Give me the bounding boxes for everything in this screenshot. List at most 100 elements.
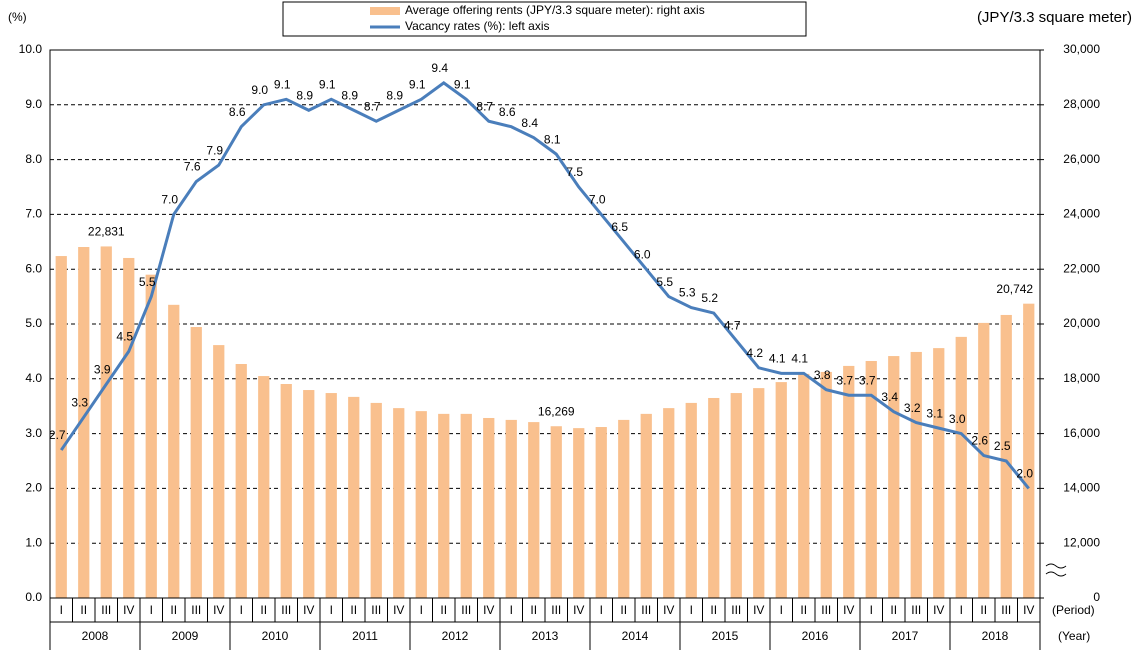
x-tick-label: II — [800, 603, 807, 617]
x-tick-label: I — [510, 603, 513, 617]
x-tick-label: II — [350, 603, 357, 617]
line-value-label: 2.5 — [994, 439, 1011, 453]
x-tick-label: I — [600, 603, 603, 617]
x-tick-label: IV — [933, 603, 944, 617]
bar — [550, 426, 562, 598]
x-tick-label: III — [191, 603, 201, 617]
bar — [145, 274, 157, 598]
x-tick-label: III — [1001, 603, 1011, 617]
y-tick-label: 0.0 — [25, 590, 42, 604]
legend-swatch — [370, 7, 400, 15]
y-tick-label: 1.0 — [25, 535, 42, 549]
line-value-label: 9.4 — [431, 61, 448, 75]
y2-tick-label: 26,000 — [1063, 152, 1100, 166]
line-value-label: 4.1 — [791, 351, 808, 365]
line-value-label: 5.5 — [139, 275, 156, 289]
line-value-label: 2.6 — [971, 434, 988, 448]
line-value-label: 8.4 — [521, 116, 538, 130]
x-tick-label: IV — [663, 603, 674, 617]
x-tick-label: II — [530, 603, 537, 617]
y2-tick-label: 14,000 — [1063, 481, 1100, 495]
year-label: 2009 — [172, 629, 199, 643]
bar — [100, 246, 112, 598]
x-tick-label: I — [780, 603, 783, 617]
y2-tick-label: 24,000 — [1063, 207, 1100, 221]
line-value-label: 9.0 — [251, 83, 268, 97]
year-label: 2014 — [622, 629, 649, 643]
line-value-label: 4.1 — [769, 351, 786, 365]
x-tick-label: III — [281, 603, 291, 617]
bar — [348, 396, 360, 598]
line-value-label: 8.6 — [229, 105, 246, 119]
year-label: 2016 — [802, 629, 829, 643]
y2-tick-label: 20,000 — [1063, 316, 1100, 330]
line-value-label: 9.1 — [409, 77, 426, 91]
line-value-label: 3.7 — [836, 373, 853, 387]
bar — [505, 419, 517, 598]
x-tick-label: II — [620, 603, 627, 617]
bar — [798, 373, 810, 598]
bar — [573, 428, 585, 598]
x-tick-label: I — [690, 603, 693, 617]
x-tick-label: III — [641, 603, 651, 617]
bar — [933, 348, 945, 598]
x-tick-label: II — [980, 603, 987, 617]
x-tick-label: IV — [123, 603, 134, 617]
bar — [595, 427, 607, 598]
bar — [910, 351, 922, 598]
line-value-label: 5.2 — [701, 291, 718, 305]
bar — [460, 413, 472, 598]
x-tick-label: I — [420, 603, 423, 617]
y2-tick-label: 30,000 — [1063, 42, 1100, 56]
legend-label: Vacancy rates (%): left axis — [405, 19, 550, 33]
line-value-label: 8.6 — [499, 105, 516, 119]
line-value-label: 8.9 — [296, 88, 313, 102]
line-value-label: 3.2 — [904, 401, 921, 415]
bar — [168, 304, 180, 598]
bar — [55, 256, 67, 598]
bar — [775, 382, 787, 598]
bar — [528, 422, 540, 598]
year-label: 2010 — [262, 629, 289, 643]
bar — [1023, 303, 1035, 598]
y2-tick-label: 0 — [1093, 590, 1100, 604]
bar — [325, 393, 337, 598]
line-value-label: 3.8 — [814, 368, 831, 382]
bar — [78, 247, 90, 599]
line-value-label: 5.5 — [656, 275, 673, 289]
y-tick-label: 6.0 — [25, 261, 42, 275]
x-tick-label: II — [890, 603, 897, 617]
line-value-label: 3.3 — [71, 395, 88, 409]
x-tick-label: I — [960, 603, 963, 617]
line-value-label: 5.3 — [679, 286, 696, 300]
bar — [483, 417, 495, 598]
x-tick-label: IV — [843, 603, 854, 617]
bar — [213, 345, 225, 598]
bar — [663, 408, 675, 598]
y-tick-label: 4.0 — [25, 371, 42, 385]
bar — [685, 402, 697, 598]
x-tick-label: II — [80, 603, 87, 617]
y-tick-label: 8.0 — [25, 152, 42, 166]
y2-tick-label: 18,000 — [1063, 371, 1100, 385]
bar-value-label: 16,269 — [538, 404, 575, 418]
line-value-label: 7.0 — [161, 193, 178, 207]
bar — [123, 257, 135, 598]
year-label: 2011 — [352, 629, 378, 643]
bar — [190, 327, 202, 598]
year-label: 2018 — [982, 629, 1009, 643]
y2-tick-label: 22,000 — [1063, 261, 1100, 275]
line-value-label: 4.2 — [746, 346, 763, 360]
bar-value-label: 20,742 — [996, 282, 1033, 296]
x-tick-label: II — [440, 603, 447, 617]
bar — [708, 397, 720, 598]
x-tick-label: III — [911, 603, 921, 617]
line-value-label: 6.0 — [634, 247, 651, 261]
bar — [370, 402, 382, 598]
line-value-label: 8.9 — [341, 88, 358, 102]
bar — [235, 364, 247, 598]
line-value-label: 9.1 — [274, 77, 291, 91]
x-tick-label: IV — [213, 603, 224, 617]
x-tick-label: I — [150, 603, 153, 617]
y-axis-label: (%) — [8, 10, 27, 24]
